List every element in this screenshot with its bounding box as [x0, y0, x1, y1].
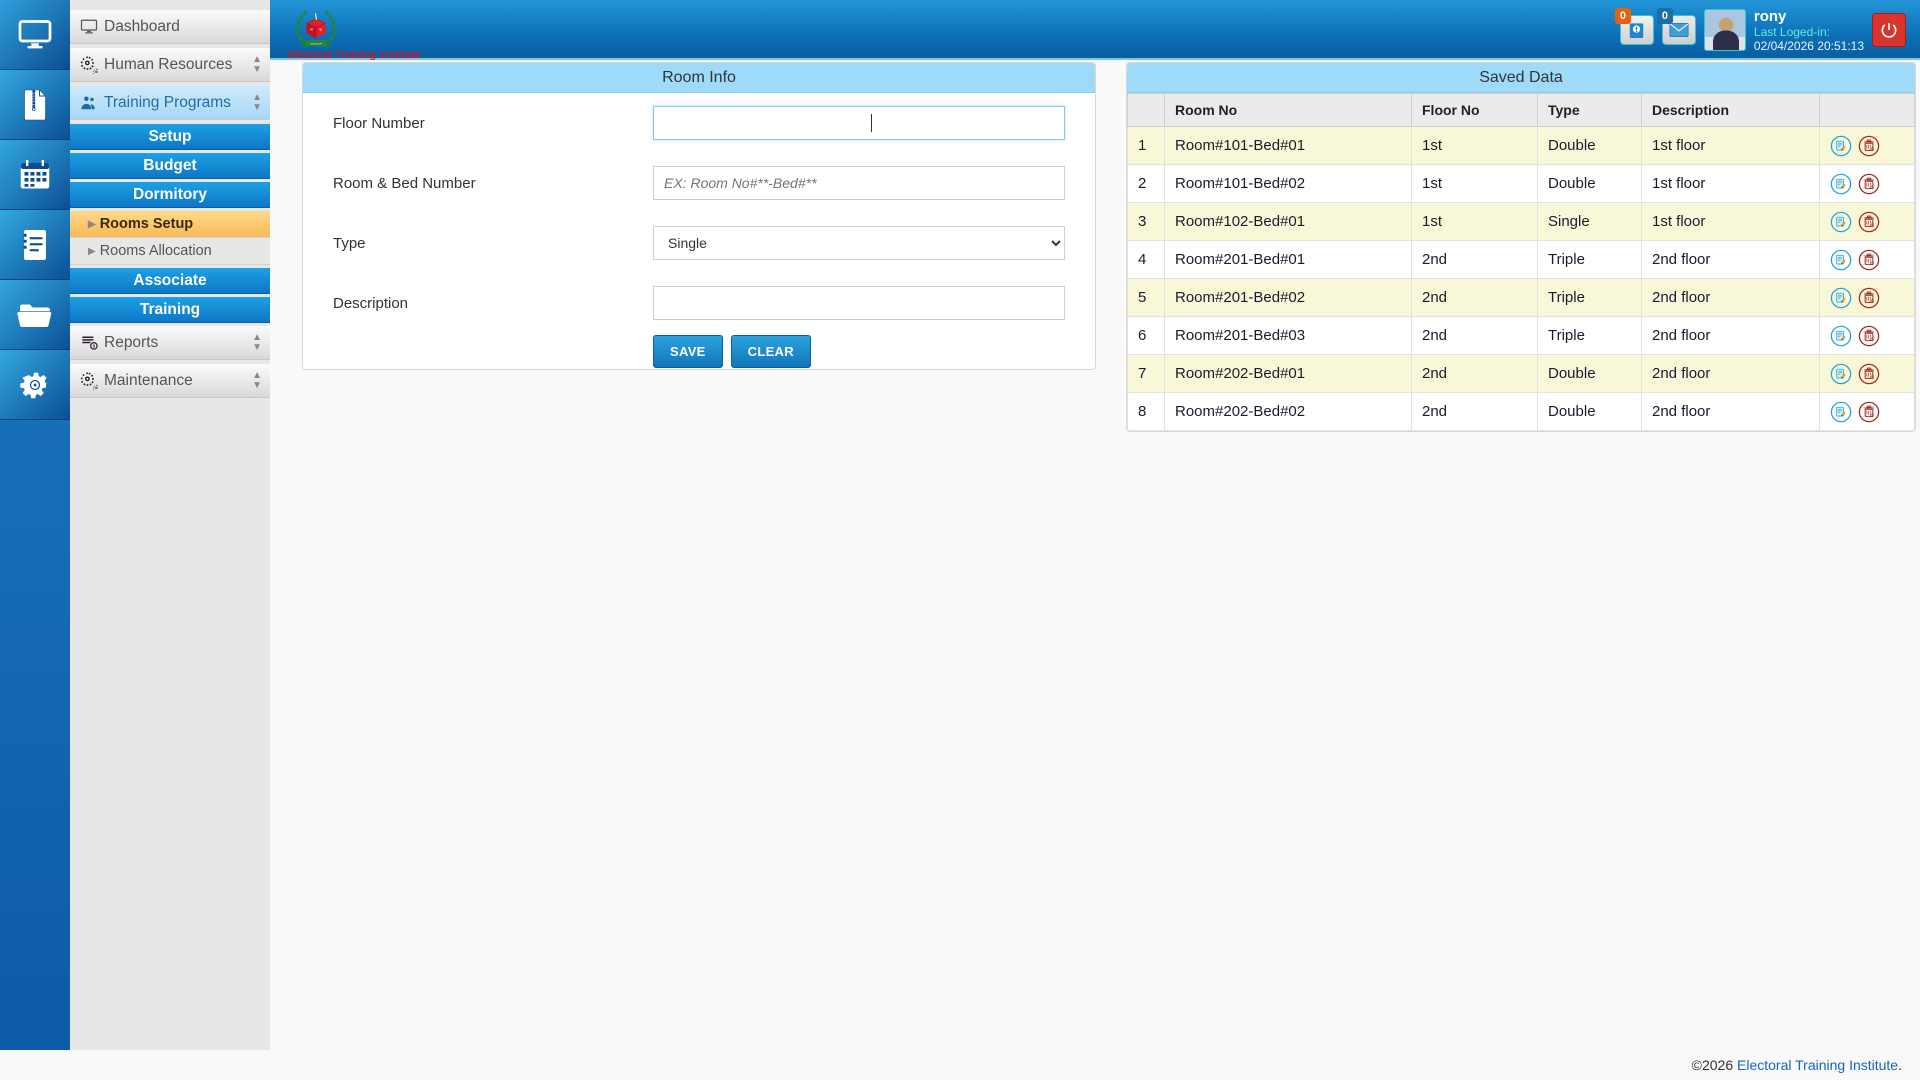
- svg-text:$: $: [93, 344, 96, 349]
- svg-text:ক: ক: [318, 27, 322, 32]
